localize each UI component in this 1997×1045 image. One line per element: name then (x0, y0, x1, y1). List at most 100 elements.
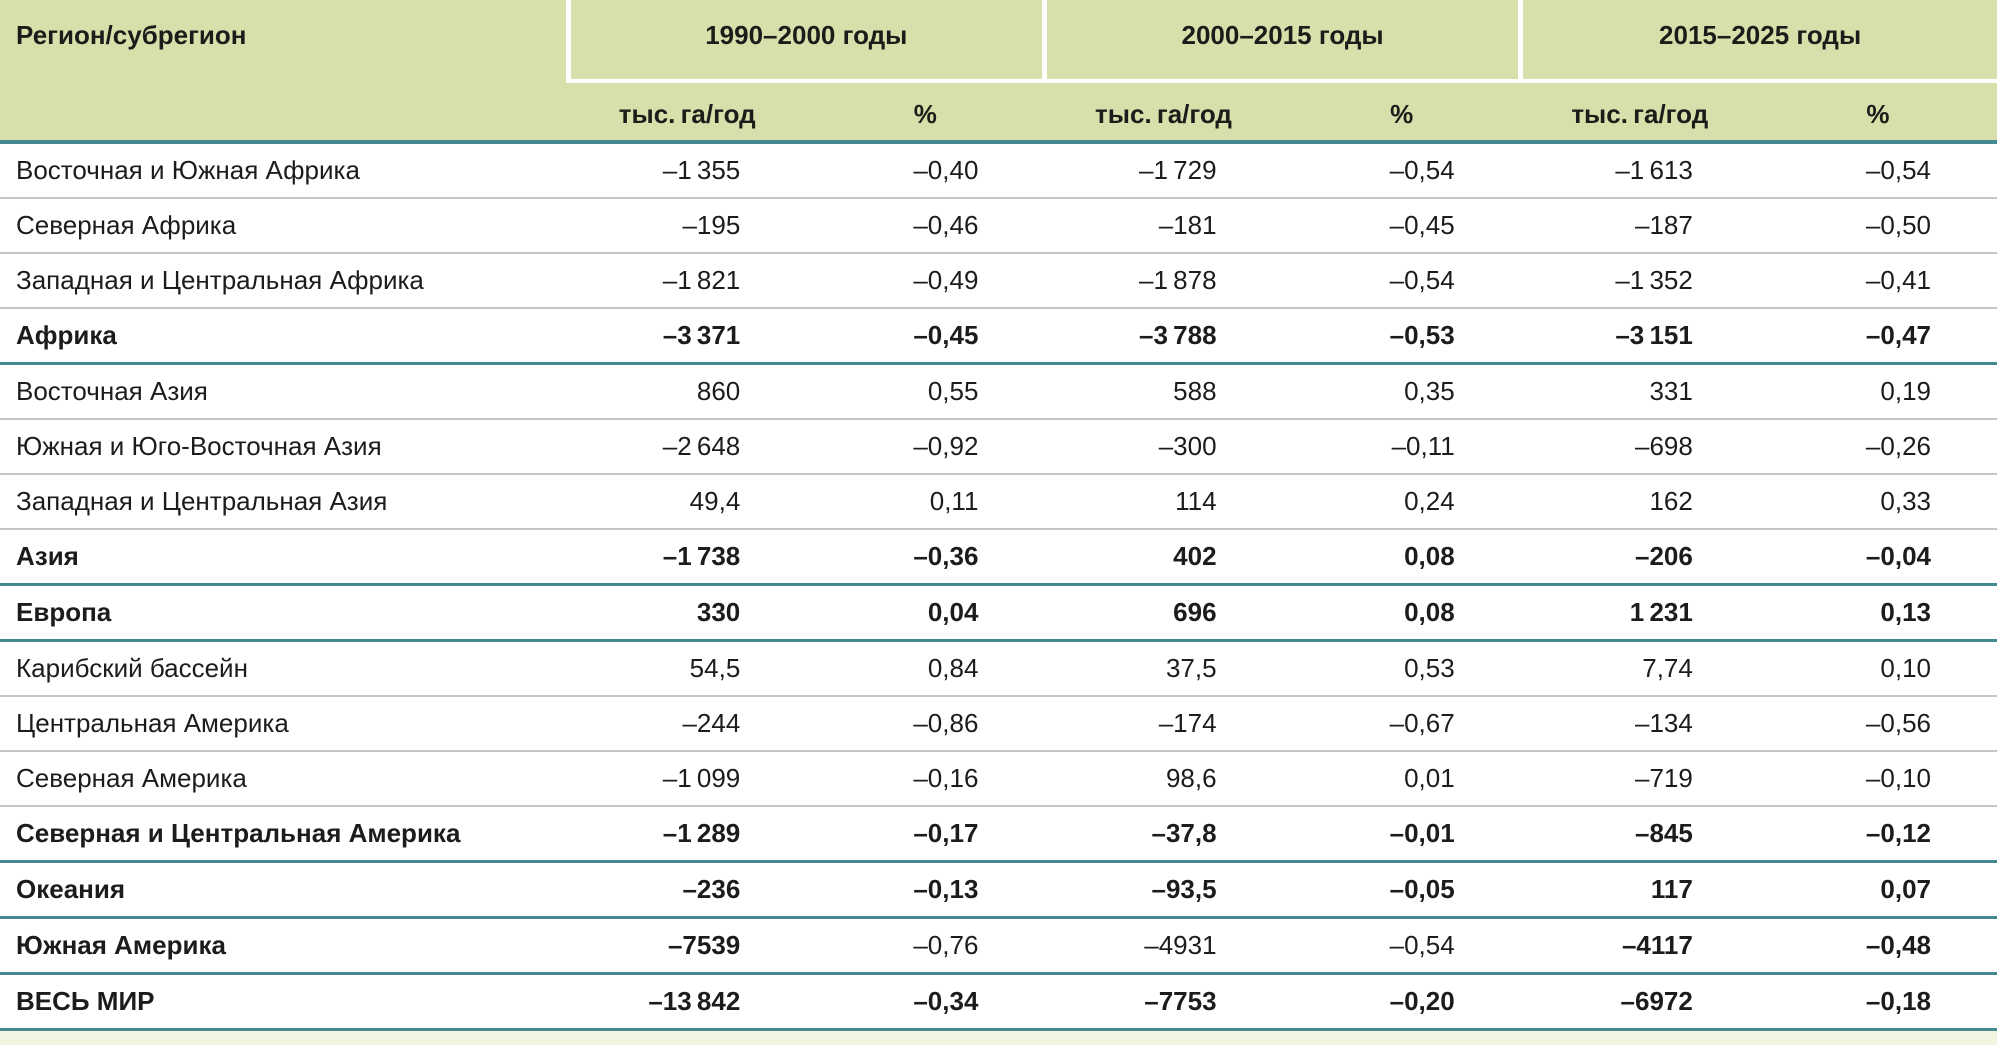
value-cell: –0,26 (1758, 419, 1997, 475)
region-name: Европа (0, 584, 569, 642)
value-cell: –1 729 (1044, 142, 1283, 199)
value-cell: –0,46 (806, 198, 1045, 254)
value-cell: –0,40 (806, 142, 1045, 199)
value-cell: –0,54 (1758, 142, 1997, 199)
value-cell: 0,11 (806, 474, 1045, 530)
value-cell: –698 (1520, 419, 1759, 475)
value-cell: –0,13 (806, 861, 1045, 919)
value-cell: –174 (1044, 696, 1283, 752)
value-cell: –206 (1520, 529, 1759, 586)
value-cell: –0,10 (1758, 751, 1997, 807)
value-cell: 0,10 (1758, 640, 1997, 697)
table-row: Карибский бассейн 54,5 0,84 37,5 0,53 7,74 0,1… (0, 640, 1997, 697)
value-cell: –134 (1520, 696, 1759, 752)
value-cell: –7753 (1044, 973, 1283, 1031)
value-cell: –3 371 (568, 308, 807, 365)
value-cell: –0,50 (1758, 198, 1997, 254)
value-cell: –0,53 (1282, 308, 1521, 365)
region-name: Азия (0, 529, 569, 586)
value-cell: 696 (1044, 584, 1283, 642)
region-name: Восточная Азия (0, 363, 569, 420)
value-cell: –0,41 (1758, 253, 1997, 309)
table-row: Европа 330 0,04 696 0,08 1 231 0,13 (0, 584, 1997, 642)
value-cell: 7,74 (1520, 640, 1759, 697)
table-row: Африка –3 371 –0,45 –3 788 –0,53 –3 151 –0,47 (0, 308, 1997, 365)
value-cell: –0,11 (1282, 419, 1521, 475)
region-name: Северная и Центральная Америка (0, 806, 569, 863)
value-cell: –1 352 (1520, 253, 1759, 309)
region-name: Южная Америка (0, 917, 569, 975)
column-header-percent-1: % (806, 81, 1045, 144)
value-cell: –1 613 (1520, 142, 1759, 199)
value-cell: 37,5 (1044, 640, 1283, 697)
column-group-2000-2015: 2000–2015 годы (1041, 0, 1521, 83)
value-cell: 0,13 (1758, 584, 1997, 642)
value-cell: –1 821 (568, 253, 807, 309)
column-header-thous-ha-yr-2: тыс. га/год (1044, 81, 1283, 144)
table-row: Южная и Юго-Восточная Азия –2 648 –0,92 –30… (0, 419, 1997, 475)
table-row: Западная и Центральная Африка –1 821 –0,49… (0, 253, 1997, 309)
value-cell: 0,07 (1758, 861, 1997, 919)
value-cell: –1 099 (568, 751, 807, 807)
value-cell: –181 (1044, 198, 1283, 254)
value-cell: –719 (1520, 751, 1759, 807)
value-cell: –845 (1520, 806, 1759, 863)
value-cell: 0,55 (806, 363, 1045, 420)
table-row: Восточная Азия 860 0,55 588 0,35 331 0,19 (0, 363, 1997, 420)
value-cell: 0,24 (1282, 474, 1521, 530)
value-cell: –244 (568, 696, 807, 752)
value-cell: –0,16 (806, 751, 1045, 807)
footer-strip (0, 1031, 1997, 1045)
table-row: Океания –236 –0,13 –93,5 –0,05 117 0,07 (0, 861, 1997, 919)
value-cell: –4931 (1044, 917, 1283, 975)
value-cell: –0,20 (1282, 973, 1521, 1031)
value-cell: –6972 (1520, 973, 1759, 1031)
table-row: Восточная и Южная Африка –1 355 –0,40 –1 72… (0, 142, 1997, 199)
value-cell: –2 648 (568, 419, 807, 475)
region-name: Северная Африка (0, 198, 569, 254)
value-cell: –0,54 (1282, 917, 1521, 975)
value-cell: 402 (1044, 529, 1283, 586)
table-row: ВЕСЬ МИР –13 842 –0,34 –7753 –0,20 –6972 –0,18 (0, 973, 1997, 1031)
value-cell: 54,5 (568, 640, 807, 697)
value-cell: 0,19 (1758, 363, 1997, 420)
value-cell: –0,86 (806, 696, 1045, 752)
value-cell: 0,84 (806, 640, 1045, 697)
value-cell: –0,34 (806, 973, 1045, 1031)
table-header: Регион/субрегион 1990–2000 годы 2000–201… (0, 0, 1997, 144)
value-cell: –7539 (568, 917, 807, 975)
value-cell: 114 (1044, 474, 1283, 530)
value-cell: –0,49 (806, 253, 1045, 309)
region-name: Северная Америка (0, 751, 569, 807)
value-cell: –187 (1520, 198, 1759, 254)
column-header-region: Регион/субрегион (0, 0, 569, 144)
table-row: Центральная Америка –244 –0,86 –174 –0,67 –13… (0, 696, 1997, 752)
value-cell: –1 878 (1044, 253, 1283, 309)
column-header-percent-2: % (1282, 81, 1521, 144)
value-cell: 0,08 (1282, 529, 1521, 586)
value-cell: 0,53 (1282, 640, 1521, 697)
column-group-2015-2025: 2015–2025 годы (1518, 0, 1997, 83)
value-cell: –195 (568, 198, 807, 254)
value-cell: –93,5 (1044, 861, 1283, 919)
value-cell: 98,6 (1044, 751, 1283, 807)
value-cell: 0,08 (1282, 584, 1521, 642)
value-cell: 0,04 (806, 584, 1045, 642)
value-cell: 49,4 (568, 474, 807, 530)
value-cell: –13 842 (568, 973, 807, 1031)
column-header-thous-ha-yr-1: тыс. га/год (568, 81, 807, 144)
value-cell: 860 (568, 363, 807, 420)
value-cell: 331 (1520, 363, 1759, 420)
value-cell: –0,45 (1282, 198, 1521, 254)
table-row: Северная Африка –195 –0,46 –181 –0,45 –187 –0,… (0, 198, 1997, 254)
table-row: Северная и Центральная Америка –1 289 –0,1… (0, 806, 1997, 863)
value-cell: –1 289 (568, 806, 807, 863)
value-cell: –3 788 (1044, 308, 1283, 365)
region-name: Южная и Юго-Восточная Азия (0, 419, 569, 475)
table-row: Северная Америка –1 099 –0,16 98,6 0,01 –719–… (0, 751, 1997, 807)
region-name: Западная и Центральная Африка (0, 253, 569, 309)
table-body: Восточная и Южная Африка –1 355 –0,40 –1 72… (0, 142, 1997, 1031)
value-cell: –4117 (1520, 917, 1759, 975)
value-cell: –0,12 (1758, 806, 1997, 863)
